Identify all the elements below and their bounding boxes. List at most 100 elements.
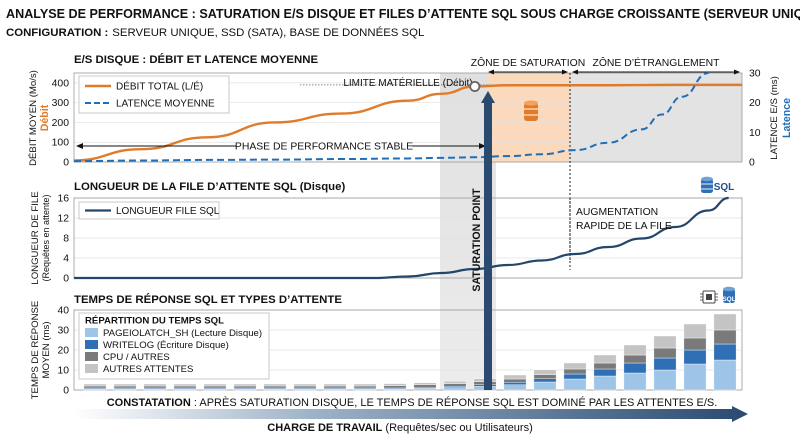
database-icon <box>524 100 538 121</box>
sql-badge-mid-text: SQL <box>714 182 735 193</box>
bottom-ticks: 0 10 20 30 40 <box>57 306 69 397</box>
bar-segment-pageiolatch <box>653 369 677 391</box>
mid-y-axis-line1: LONGUEUR DE FILE <box>30 191 41 284</box>
stacked-bar <box>713 313 737 391</box>
finding-text: : APRÈS SATURATION DISQUE, LE TEMPS DE R… <box>191 396 718 409</box>
bar-segment-other <box>443 381 467 384</box>
stable-phase-label-bg <box>236 138 412 153</box>
config-line: CONFIGURATION : SERVEUR UNIQUE, SSD (SATA… <box>6 26 424 39</box>
bar-segment-other <box>383 383 407 386</box>
stacked-bar <box>203 383 227 391</box>
saturation-arrow-shaft <box>484 99 492 390</box>
bar-segment-writelog <box>683 349 707 365</box>
bar-segment-cpu <box>533 374 557 379</box>
top-right-tick-label: 20 <box>749 98 761 109</box>
throttle-zone-arrowhead-right <box>734 69 740 75</box>
left-axis-title: Débit <box>39 104 51 131</box>
database-icon-small <box>701 176 713 193</box>
bar-segment-cpu <box>683 337 707 351</box>
top-right-tick-label: 10 <box>749 128 761 139</box>
queue-series-line <box>74 196 729 280</box>
legend-writelog-label: WRITELOG (Écriture Disque) <box>103 340 229 351</box>
bar-segment-cpu <box>623 354 647 364</box>
bar-segment-other <box>683 323 707 339</box>
bar-segment-cpu <box>653 347 677 359</box>
bar-segment-pageiolatch <box>683 363 707 391</box>
stacked-bar <box>113 383 137 391</box>
top-left-tick-label: 300 <box>52 98 70 109</box>
bar-segment-other <box>533 369 557 375</box>
stacked-bar <box>143 383 167 391</box>
stacked-bar <box>383 383 407 391</box>
bar-segment-cpu <box>83 385 107 389</box>
stacked-bar <box>503 374 527 391</box>
top-left-tick-label: 200 <box>52 118 70 129</box>
bar-segment-other <box>203 383 227 387</box>
top-right-tick-label: 0 <box>749 158 755 169</box>
bar-segment-pageiolatch <box>713 359 737 391</box>
stacked-bar <box>413 382 437 391</box>
bar-segment-other <box>713 313 737 331</box>
x-axis-label-main: CHARGE DE TRAVAIL <box>267 422 382 434</box>
bottom-tick-label: 30 <box>57 326 69 337</box>
legend-latency-label: LATENCE MOYENNE <box>116 99 215 110</box>
bar-segment-pageiolatch <box>623 372 647 391</box>
bar-segment-pageiolatch <box>503 384 527 391</box>
queue-annotation-line2: RAPIDE DE LA FILE <box>576 221 672 232</box>
stacked-bar <box>683 323 707 391</box>
bottom-tick-label: 0 <box>63 386 69 397</box>
x-axis-label: CHARGE DE TRAVAIL (Requêtes/sec ou Utili… <box>267 422 533 434</box>
legend-other-swatch <box>85 364 98 373</box>
bar-segment-other <box>413 382 437 385</box>
bar-segment-other <box>353 383 377 387</box>
top-panel-title: E/S DISQUE : DÉBIT ET LATENCE MOYENNE <box>74 53 318 66</box>
bottom-tick-label: 10 <box>57 366 69 377</box>
saturation-point-label: SATURATION POINT <box>471 188 483 292</box>
top-left-tick-label: 100 <box>52 138 70 149</box>
config-value: SERVEUR UNIQUE, SSD (SATA), BASE DE DONN… <box>112 26 424 39</box>
mid-plot-frame <box>73 197 743 279</box>
mid-tick-label: 0 <box>63 274 69 285</box>
stacked-bar <box>593 354 617 391</box>
stacked-bar <box>653 335 677 391</box>
bar-segment-cpu <box>503 378 527 383</box>
top-left-tick-label: 0 <box>63 158 69 169</box>
stacked-bar <box>443 381 467 391</box>
finding-line: CONSTATATION : APRÈS SATURATION DISQUE, … <box>107 396 718 409</box>
bar-segment-pageiolatch <box>593 375 617 391</box>
legend-throughput-label: DÉBIT TOTAL (L/É) <box>116 80 203 93</box>
stacked-bar <box>623 344 647 391</box>
page-title: ANALYSE DE PERFORMANCE : SATURATION E/S … <box>6 7 800 21</box>
saturation-point-circle <box>469 80 481 92</box>
bar-segment-cpu <box>563 368 587 375</box>
stable-phase-arrowhead-right <box>479 143 486 149</box>
bar-segment-cpu <box>203 385 227 389</box>
bar-segment-other <box>653 335 677 349</box>
bar-segment-pageiolatch <box>563 378 587 391</box>
stacked-bar <box>353 383 377 391</box>
bar-segment-other <box>293 383 317 387</box>
throughput-latency-panel: E/S DISQUE : DÉBIT ET LATENCE MOYENNE ZÔ… <box>28 53 793 270</box>
saturation-point-marker: SATURATION POINT <box>469 80 495 390</box>
bar-segment-writelog <box>533 378 557 383</box>
bar-segment-cpu <box>383 385 407 389</box>
stacked-bars <box>83 313 737 391</box>
bar-segment-cpu <box>353 385 377 389</box>
bar-segment-other <box>323 383 347 387</box>
bar-segment-cpu <box>323 385 347 389</box>
top-plot-frame <box>73 72 743 163</box>
mid-panel-title: LONGUEUR DE LA FILE D’ATTENTE SQL (Disqu… <box>74 181 345 193</box>
stacked-bar <box>563 362 587 391</box>
bottom-legend-title: RÉPARTITION DU TEMPS SQL <box>85 315 224 327</box>
database-icon-blue: SQL <box>722 286 736 303</box>
cpu-sql-icons: SQL <box>700 286 736 304</box>
mid-legend <box>78 201 220 220</box>
bar-segment-other <box>173 383 197 387</box>
bar-segment-other <box>233 383 257 387</box>
x-axis-arrow <box>74 406 748 422</box>
bottom-y-axis-line1: TEMPS DE RÉPONSE <box>30 301 41 400</box>
bar-segment-cpu <box>113 385 137 389</box>
legend-pageiolatch-swatch <box>85 328 98 337</box>
